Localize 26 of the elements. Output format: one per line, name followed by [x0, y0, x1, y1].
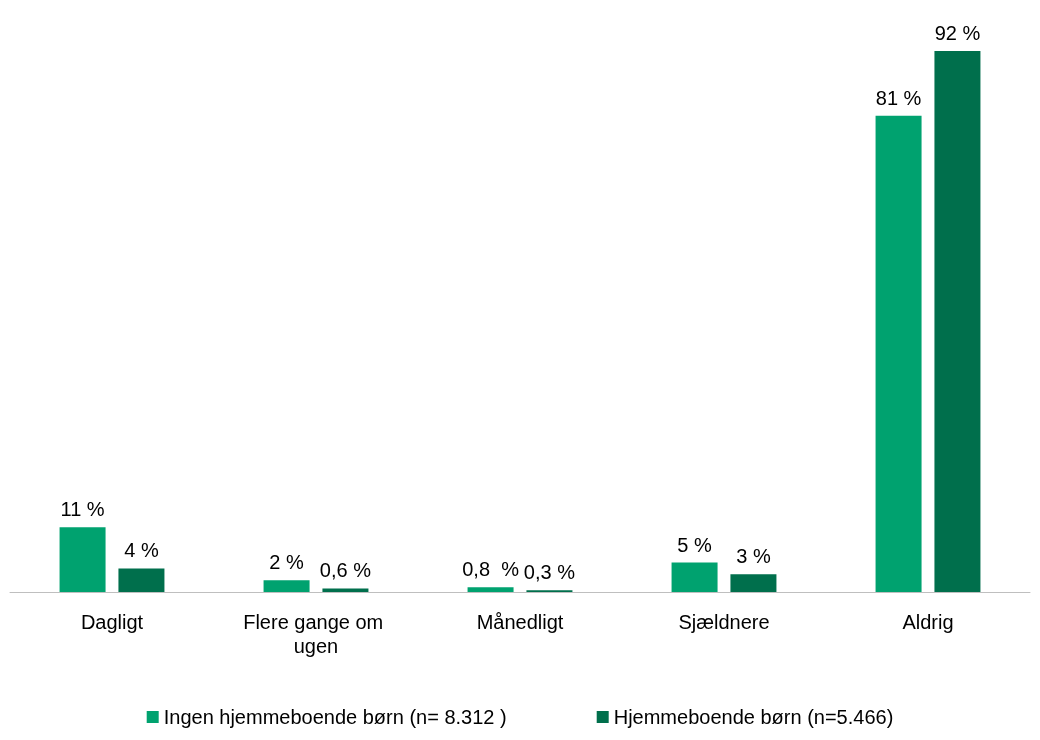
- x-tick-label: Sjældnere: [678, 611, 770, 633]
- data-label: 92 %: [934, 22, 981, 44]
- data-label: 0,6 %: [319, 559, 372, 582]
- bar: [934, 51, 981, 592]
- x-tick-label: Flere gange om ugen: [243, 611, 389, 657]
- legend-label: Ingen hjemmeboende børn (n= 8.312 ): [163, 706, 507, 728]
- bar: [467, 587, 514, 592]
- data-label: 0,8 %: [462, 558, 520, 581]
- data-label: 11 %: [60, 498, 105, 521]
- x-tick-label: Dagligt: [80, 611, 144, 633]
- data-label: 5 %: [677, 533, 713, 556]
- bar: [263, 580, 310, 592]
- legend-label: Hjemmeboende børn (n=5.466): [613, 706, 894, 728]
- bar: [671, 562, 718, 592]
- data-label: 0,3 %: [523, 561, 576, 584]
- bar: [59, 527, 106, 592]
- bar: [875, 115, 922, 592]
- bar: [730, 574, 777, 592]
- bar: [118, 568, 165, 592]
- x-tick-label: Månedligt: [476, 611, 564, 633]
- data-label: 2 %: [269, 551, 305, 574]
- x-tick-label: Aldrig: [902, 611, 954, 633]
- data-label: 81 %: [875, 86, 922, 109]
- data-label: 4 %: [124, 539, 159, 562]
- bar: [322, 588, 369, 592]
- data-label: 3 %: [736, 545, 771, 568]
